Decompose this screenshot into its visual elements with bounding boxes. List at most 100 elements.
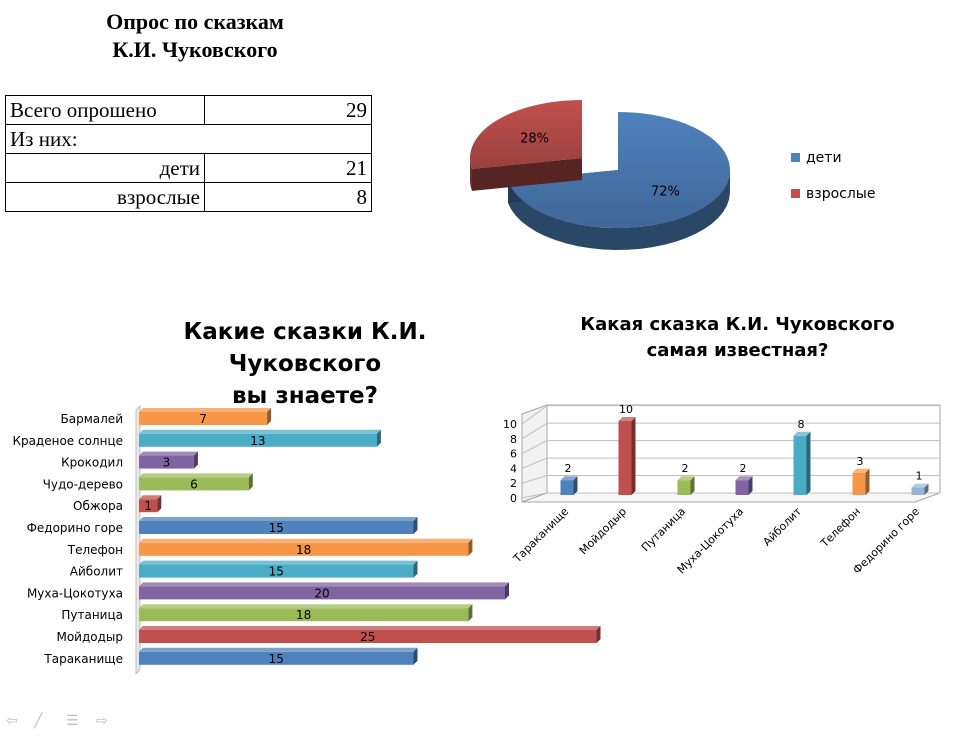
column: 8	[793, 418, 811, 495]
bar: 15	[139, 647, 418, 666]
menu-icon[interactable]: ☰	[66, 713, 79, 729]
page-title-line1: Опрос по сказкам	[106, 9, 284, 34]
table-cell-value: 8	[204, 182, 372, 212]
legend-label: дети	[806, 150, 842, 166]
bar-data-label: 7	[199, 412, 207, 426]
pie-data-label: 28%	[520, 132, 549, 147]
survey-summary-table: Всего опрошено 29 Из них: дети 21 взросл…	[5, 95, 372, 212]
x-tick-label: Путаница	[639, 505, 688, 554]
column-data-label: 1	[916, 470, 923, 483]
y-tick-label: 0	[510, 492, 517, 505]
bar: 6	[139, 473, 253, 491]
column-chart-title: Какая сказка К.И. Чуковского самая извес…	[560, 312, 915, 364]
gridline	[521, 492, 548, 499]
category-label: Крокодил	[61, 456, 123, 470]
bar-data-label: 18	[296, 608, 311, 622]
bar: 15	[139, 560, 418, 579]
bar: 7	[139, 408, 272, 426]
column-data-label: 2	[565, 462, 572, 475]
bar-data-label: 3	[163, 456, 171, 470]
column: 2	[677, 462, 695, 495]
category-label: Бармалей	[61, 412, 123, 426]
bar-data-label: 6	[190, 477, 198, 491]
table-cell-label: взрослые	[5, 182, 205, 212]
y-tick-label: 6	[510, 448, 517, 461]
column: 3	[852, 455, 870, 495]
category-label: Обжора	[73, 499, 123, 513]
table-cell-value: 29	[204, 95, 372, 125]
column-chart-title-line1: Какая сказка К.И. Чуковского	[580, 314, 895, 335]
bar-data-label: 15	[269, 565, 284, 579]
category-label: Телефон	[67, 543, 123, 557]
y-tick-label: 10	[503, 418, 517, 431]
pen-icon[interactable]: ╱	[34, 713, 43, 729]
column: 2	[560, 462, 578, 495]
x-tick-label: Телефон	[817, 505, 863, 551]
x-tick-label: Мойдодыр	[577, 505, 629, 557]
bar: 13	[139, 429, 381, 448]
table-row: Всего опрошено 29	[5, 95, 372, 125]
bar-data-label: 20	[314, 586, 329, 600]
bar: 15	[139, 517, 418, 535]
plot-floor	[521, 492, 941, 503]
category-label: Муха-Цокотуха	[27, 586, 123, 600]
table-cell-label: дети	[5, 153, 205, 183]
bar-data-label: 15	[269, 652, 284, 666]
pie-data-label: 72%	[651, 184, 680, 199]
category-label: Путаница	[61, 608, 123, 622]
x-tick-label: Айболит	[760, 505, 804, 549]
bar: 25	[139, 626, 601, 644]
arrow-right-icon[interactable]: ⇨	[96, 713, 108, 729]
axis-wall	[135, 404, 141, 675]
table-cell-label: Всего опрошено	[5, 95, 205, 125]
bar-chart-title: Какие сказки К.И. Чуковского вы знаете?	[110, 316, 500, 412]
category-label: Айболит	[70, 565, 123, 579]
gridline	[521, 457, 548, 469]
bar: 18	[139, 538, 473, 557]
category-label: Чудо-дерево	[43, 477, 123, 491]
column-data-label: 8	[798, 418, 805, 431]
arrow-left-icon[interactable]: ⇦	[6, 713, 18, 729]
y-tick-label: 2	[510, 477, 517, 490]
legend-label: взрослые	[806, 186, 875, 202]
bar: 1	[139, 495, 162, 513]
bar-data-label: 18	[296, 543, 311, 557]
x-tick-label: Тараканище	[510, 505, 571, 566]
bar: 3	[139, 451, 198, 470]
y-tick-label: 8	[510, 433, 517, 446]
category-label: Краденое солнце	[12, 434, 123, 448]
bar-data-label: 1	[144, 499, 152, 513]
bar: 20	[139, 582, 509, 600]
category-label: Тараканище	[43, 652, 123, 666]
bar-data-label: 25	[360, 630, 375, 644]
y-tick-label: 4	[510, 462, 517, 475]
bar-data-label: 15	[269, 521, 284, 535]
gridline	[521, 475, 548, 484]
gridline	[521, 422, 548, 440]
bar-chart-title-line1: Какие сказки К.И. Чуковского	[183, 319, 427, 377]
column-chart-title-line2: самая известная?	[646, 340, 829, 361]
legend-swatch	[791, 189, 800, 198]
bar: 18	[139, 604, 473, 622]
column-data-label: 2	[740, 462, 747, 475]
column-data-label: 3	[857, 455, 864, 468]
page-title: Опрос по сказкам К.И. Чуковского	[40, 8, 350, 64]
column: 1	[911, 470, 929, 495]
gridline	[521, 405, 548, 425]
column-data-label: 10	[619, 403, 633, 416]
pie-slice: 28%	[470, 100, 582, 191]
page-title-line2: К.И. Чуковского	[112, 37, 278, 62]
bar-chart-title-line2: вы знаете?	[231, 383, 378, 409]
table-row: взрослые 8	[5, 182, 372, 212]
column: 2	[735, 462, 753, 495]
column-data-label: 2	[682, 462, 689, 475]
category-label: Мойдодыр	[56, 630, 123, 644]
legend-swatch	[791, 153, 800, 162]
category-label: Федорино горе	[27, 521, 123, 535]
table-row: дети 21	[5, 153, 372, 183]
column: 10	[618, 403, 636, 495]
bar-data-label: 13	[250, 434, 265, 448]
gridline	[521, 440, 548, 455]
plot-side-wall	[521, 404, 548, 503]
